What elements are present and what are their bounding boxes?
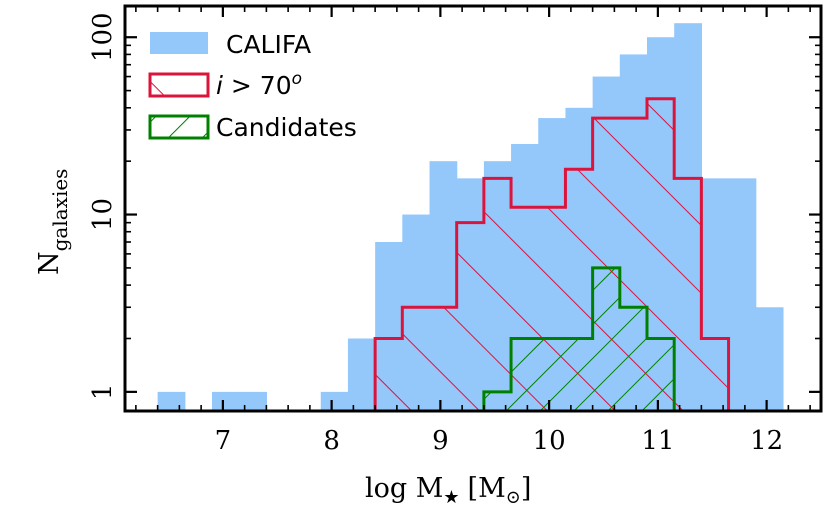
legend: CALIFA i > 70o Candidates <box>148 30 357 142</box>
y-tick-label: 10 <box>88 198 118 231</box>
y-tick-label: 1 <box>88 384 118 401</box>
califa-bar <box>728 178 757 411</box>
legend-swatch-candidates <box>148 114 210 140</box>
califa-bar <box>320 391 349 411</box>
series-outline-candidates <box>482 266 676 411</box>
legend-label-califa: CALIFA <box>226 30 311 59</box>
x-tick-label: 10 <box>533 426 566 456</box>
califa-bar <box>755 307 784 411</box>
legend-item-inclined: i > 70o <box>148 69 302 100</box>
series-outline-inclined <box>373 97 731 411</box>
califa-bar <box>347 338 376 411</box>
legend-swatch-inclined <box>148 72 210 98</box>
x-tick-label: 11 <box>641 426 674 456</box>
califa-bar <box>212 391 240 411</box>
x-axis-label: log M★ [M⊙] <box>365 473 531 508</box>
legend-item-califa: CALIFA <box>150 30 311 59</box>
y-tick-label: 100 <box>88 12 118 62</box>
legend-item-candidates: Candidates <box>148 113 357 142</box>
plot-frame <box>123 4 823 413</box>
califa-bar <box>157 391 186 411</box>
legend-label-candidates: Candidates <box>216 113 357 142</box>
x-tick-label: 12 <box>750 426 783 456</box>
steps-layer <box>373 97 731 411</box>
legend-label-inclined: i > 70o <box>216 69 302 100</box>
x-tick-label: 9 <box>432 426 449 456</box>
y-axis-label: Ngalaxies <box>34 169 72 275</box>
califa-bar <box>239 391 267 411</box>
legend-swatch-califa <box>150 32 208 54</box>
x-tick-label: 7 <box>215 426 232 456</box>
x-tick-label: 8 <box>323 426 340 456</box>
